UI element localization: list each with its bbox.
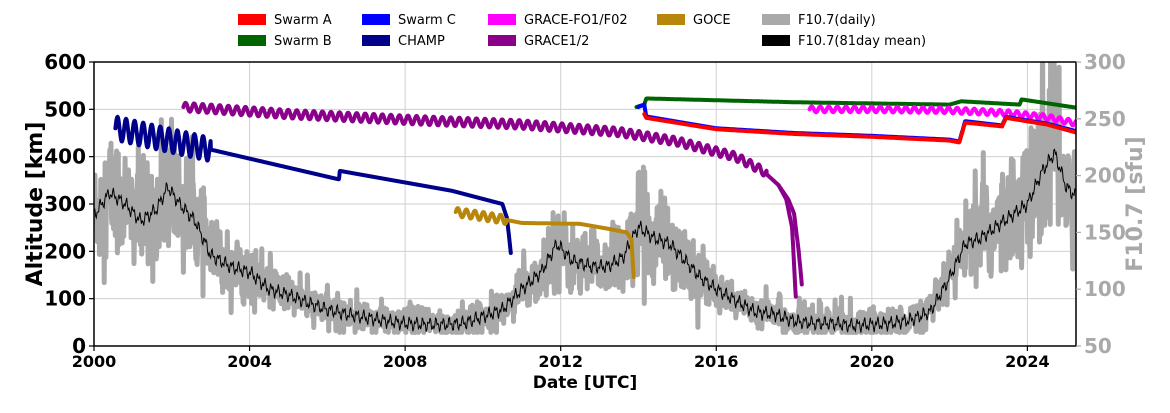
- y2-tick-label: 250: [1084, 107, 1126, 131]
- x-tick-label: 2000: [72, 352, 117, 371]
- legend-swatch-swarm-c: [362, 14, 390, 25]
- series-swarm-a: [642, 112, 1076, 145]
- y-tick-label: 600: [44, 50, 86, 74]
- legend-label-swarm-c: Swarm C: [398, 13, 456, 28]
- altitude-layer: [113, 96, 1076, 299]
- x-tick-label: 2008: [383, 352, 428, 371]
- y-tick-label: 300: [44, 192, 86, 216]
- legend-swatch-goce: [657, 14, 685, 25]
- y-tick-label: 0: [72, 334, 86, 358]
- legend-label-swarm-a: Swarm A: [274, 13, 332, 28]
- series-grace-fo1-f02: [807, 104, 1076, 128]
- legend-swatch-grace1-2: [488, 35, 516, 46]
- legend-swatch-swarm-a: [238, 14, 266, 25]
- y-axis-left: 0 100 200 300 400 500 600: [44, 50, 94, 358]
- legend-swatch-f10-7-81day-mean: [762, 35, 790, 46]
- legend-label-goce: GOCE: [693, 13, 731, 28]
- x-tick-label: 2012: [538, 352, 583, 371]
- y2-tick-label: 50: [1084, 334, 1112, 358]
- y-tick-label: 500: [44, 97, 86, 121]
- legend-label-grace1-2: GRACE1/2: [524, 34, 589, 49]
- y-tick-label: 400: [44, 145, 86, 169]
- legend: Swarm A Swarm B Swarm C CHAMP GRACE-FO1/F02 G…: [238, 13, 926, 49]
- y2-tick-label: 300: [1084, 50, 1126, 74]
- legend-swatch-grace-fo1-f02: [488, 14, 516, 25]
- x-tick-label: 2020: [850, 352, 895, 371]
- legend-swatch-champ: [362, 35, 390, 46]
- legend-swatch-swarm-b: [238, 35, 266, 46]
- legend-label-f10-7-81day-mean: F10.7(81day mean): [798, 34, 926, 49]
- y2-tick-label: 200: [1084, 164, 1126, 188]
- x-tick-label: 2016: [694, 352, 739, 371]
- y-tick-label: 100: [44, 287, 86, 311]
- series-swarm-b: [634, 96, 1076, 110]
- y-axis-left-label: Altitude [km]: [23, 122, 48, 287]
- y-axis-right-label: F10.7 [sfu]: [1123, 136, 1148, 271]
- legend-swatch-f10-7-daily: [762, 14, 790, 25]
- legend-label-swarm-b: Swarm B: [274, 34, 332, 49]
- x-axis-label: Date [UTC]: [533, 373, 638, 393]
- x-axis: 2000 2004 2008 2012 2016 2020 2024: [72, 346, 1050, 371]
- series-goce: [453, 206, 636, 280]
- f107-daily-layer: [94, 62, 1076, 335]
- legend-label-champ: CHAMP: [398, 34, 445, 49]
- y2-tick-label: 150: [1084, 220, 1126, 244]
- f107-mean-layer: [94, 148, 1076, 334]
- y-tick-label: 200: [44, 239, 86, 263]
- series-grace1-2: [181, 100, 798, 299]
- y-axis-right: 50 100 150 200 250 300: [1076, 50, 1126, 358]
- series-grace1-2: [776, 183, 804, 287]
- series-f107-daily: [94, 62, 1076, 335]
- x-tick-label: 2024: [1005, 352, 1050, 371]
- legend-label-f10-7-daily: F10.7(daily): [798, 13, 876, 28]
- series-champ: [113, 114, 513, 255]
- legend-label-grace-fo1-f02: GRACE-FO1/F02: [524, 13, 628, 28]
- y2-tick-label: 100: [1084, 277, 1126, 301]
- x-tick-label: 2004: [227, 352, 272, 371]
- series-f107-mean: [94, 148, 1076, 334]
